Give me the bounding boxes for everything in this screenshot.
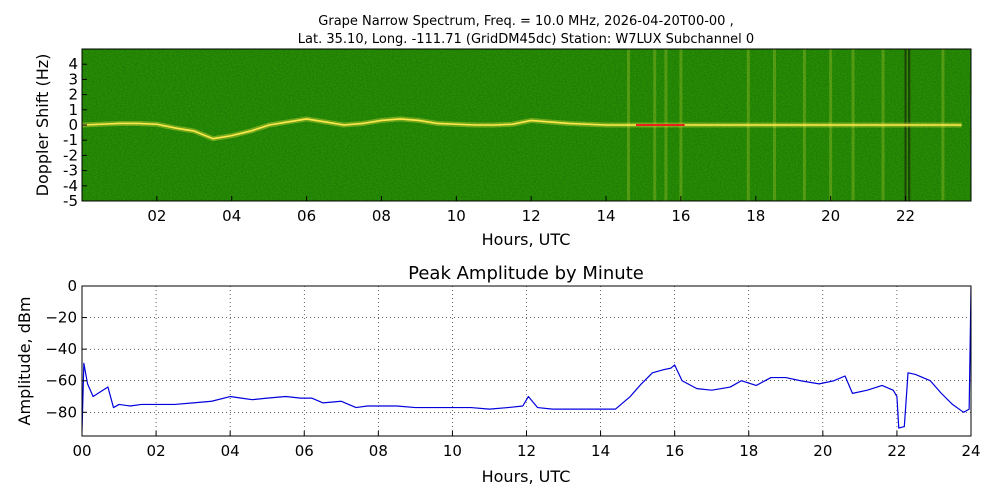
spectrogram-y-tick-label-6: -2 (63, 146, 78, 164)
spectrogram-x-ticks: 02 04 06 08 10 12 14 16 18 20 22 (147, 196, 915, 225)
amplitude-y-tick-label-1: −20 (45, 309, 77, 327)
amplitude-title: Peak Amplitude by Minute (408, 263, 644, 284)
spectrogram-y-tick-label-3: 1 (68, 101, 78, 119)
spectrogram-x-tick-label-6: 14 (596, 207, 615, 225)
amplitude-x-tick-label-9: 18 (739, 442, 758, 460)
amplitude-y-tick-label-2: −40 (45, 340, 77, 358)
spectrogram-x-tick-label-10: 22 (896, 207, 915, 225)
spectrogram-x-tick-label-1: 04 (222, 207, 241, 225)
spectrogram-x-tick-label-4: 10 (447, 207, 466, 225)
amplitude-x-tick-label-1: 02 (147, 442, 166, 460)
amplitude-x-tick-label-7: 14 (591, 442, 610, 460)
spectrogram-y-tick-label-0: 4 (68, 55, 78, 73)
spectrogram-x-tick-label-2: 06 (297, 207, 316, 225)
spectrogram-y-tick-label-8: -4 (63, 177, 78, 195)
amplitude-x-tick-label-3: 06 (295, 442, 314, 460)
amplitude-x-ticks: 00 02 04 06 08 10 12 14 16 18 20 22 24 (72, 431, 981, 460)
figure-title-line2: Lat. 35.10, Long. -111.71 (GridDM45dc) S… (298, 32, 754, 47)
amplitude-x-tick-label-4: 08 (369, 442, 388, 460)
spectrogram-y-tick-label-4: 0 (68, 116, 78, 134)
spectrogram-y-tick-label-7: -3 (63, 162, 78, 180)
spectrogram-trace-line (82, 118, 962, 140)
spectrogram-y-tick-label-9: -5 (63, 192, 78, 210)
amplitude-series-line (82, 287, 971, 432)
amplitude-plot-area (82, 286, 971, 436)
amplitude-y-tick-label-0: 0 (67, 277, 77, 295)
amplitude-x-tick-label-5: 10 (443, 442, 462, 460)
amplitude-y-tick-label-3: −60 (45, 372, 77, 390)
amplitude-x-tick-label-8: 16 (665, 442, 684, 460)
spectrogram-y-tick-label-1: 3 (68, 70, 78, 88)
spectrogram-y-tick-label-2: 2 (68, 86, 78, 104)
amplitude-panel: Peak Amplitude by Minute 00 02 04 06 08 10 12 1… (15, 263, 981, 486)
spectrogram-x-tick-label-9: 20 (821, 207, 840, 225)
amplitude-x-tick-label-11: 22 (887, 442, 906, 460)
figure-title-line1: Grape Narrow Spectrum, Freq. = 10.0 MHz,… (318, 14, 733, 29)
spectrogram-y-tick-label-5: -1 (63, 131, 78, 149)
amplitude-grid (82, 286, 971, 436)
spectrogram-y-label: Doppler Shift (Hz) (33, 54, 52, 197)
spectrogram-x-tick-label-0: 02 (147, 207, 166, 225)
spectrogram-x-label: Hours, UTC (482, 230, 571, 249)
amplitude-x-tick-label-2: 04 (221, 442, 240, 460)
amplitude-x-tick-label-6: 12 (517, 442, 536, 460)
spectrogram-x-tick-label-8: 18 (746, 207, 765, 225)
amplitude-y-tick-label-4: −80 (45, 403, 77, 421)
amplitude-x-label: Hours, UTC (482, 467, 571, 486)
spectrogram-trace (82, 116, 962, 142)
amplitude-y-ticks: 0 −20 −40 −60 −80 (45, 277, 87, 421)
amplitude-x-tick-label-0: 00 (72, 442, 91, 460)
spectrogram-x-tick-label-5: 12 (522, 207, 541, 225)
amplitude-y-label: Amplitude, dBm (15, 297, 34, 426)
spectrogram-x-tick-label-7: 16 (671, 207, 690, 225)
spectrogram-x-tick-label-3: 08 (372, 207, 391, 225)
amplitude-x-tick-label-12: 24 (961, 442, 980, 460)
amplitude-x-tick-label-10: 20 (813, 442, 832, 460)
